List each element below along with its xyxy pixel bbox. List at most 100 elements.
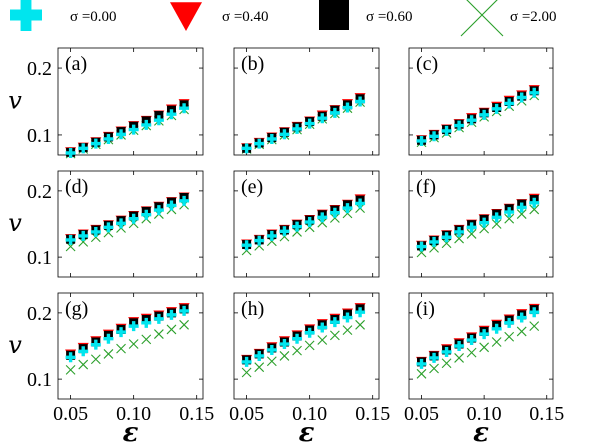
data-series [416, 321, 540, 379]
panel-frame [233, 170, 380, 278]
data-point [266, 344, 277, 355]
data-point [355, 319, 365, 330]
data-point [90, 226, 101, 237]
data-point [441, 358, 452, 369]
legend-label: σ =0.60 [366, 9, 413, 25]
data-point [153, 205, 164, 216]
data-point [491, 323, 502, 334]
panel: (i) [408, 292, 554, 400]
data-series [65, 195, 190, 245]
data-point [429, 363, 439, 374]
panel-frame [57, 170, 204, 278]
data-point [479, 223, 490, 234]
data-point [479, 329, 490, 340]
x-axis-label: ε [473, 418, 489, 446]
data-point [78, 346, 89, 357]
y-tick-label: 0.1 [27, 247, 52, 269]
data-point [90, 354, 101, 365]
legend-label: σ =0.00 [70, 9, 117, 25]
data-point [466, 335, 477, 346]
data-point [504, 207, 515, 218]
data-point [479, 342, 490, 353]
data-point [304, 118, 315, 129]
data-point [317, 113, 328, 124]
data-point [504, 331, 515, 342]
data-point [241, 143, 252, 154]
data-point [90, 339, 101, 350]
data-point [491, 103, 502, 114]
data-point [454, 120, 465, 131]
legend-entry: σ =0.40 [170, 2, 269, 31]
y-tick-label: 0.2 [27, 58, 52, 80]
data-point [529, 197, 540, 208]
data-point [317, 335, 328, 345]
data-point [529, 87, 540, 98]
x-tick-label: 0.10 [467, 403, 502, 425]
x-tick-label: 0.15 [529, 403, 564, 425]
data-series [65, 103, 190, 158]
y-tick-label: 0.2 [27, 181, 52, 203]
y-axis-label: v [8, 87, 22, 115]
data-point [65, 147, 76, 158]
x-tick-label: 0.10 [292, 403, 327, 425]
data-point [254, 138, 265, 149]
data-point [128, 213, 139, 224]
data-point [304, 340, 315, 351]
data-point [491, 219, 502, 229]
data-point [279, 129, 290, 140]
data-point [516, 326, 527, 337]
legend-marker [10, 0, 42, 31]
data-point [342, 325, 353, 335]
data-point [65, 352, 76, 363]
data-point [529, 204, 540, 215]
data-point [355, 96, 366, 107]
data-point [355, 198, 366, 209]
data-point [317, 212, 328, 223]
data-series [65, 319, 189, 375]
panel-label: (f) [416, 176, 436, 198]
legend-marker [170, 2, 202, 31]
data-point [504, 98, 515, 109]
data-point [141, 334, 152, 345]
data-point [454, 226, 465, 237]
data-point [416, 241, 427, 252]
data-point [78, 143, 89, 154]
data-point [317, 322, 328, 333]
data-point [454, 341, 465, 351]
data-point [504, 213, 515, 224]
data-point [429, 131, 440, 142]
legend-entry: σ =0.60 [319, 0, 413, 30]
data-point [479, 109, 490, 120]
data-point [166, 324, 177, 335]
y-tick-label: 0.1 [27, 369, 52, 391]
y-tick-label: 0.2 [27, 303, 52, 325]
panel: (f) [408, 170, 554, 278]
data-series [241, 307, 366, 367]
panel-frame [57, 47, 204, 156]
data-point [329, 207, 340, 218]
data-series [65, 305, 190, 363]
x-axis-label: ε [299, 418, 315, 446]
data-point [116, 129, 127, 140]
data-point [292, 221, 303, 232]
data-point [454, 353, 464, 363]
data-point [116, 327, 127, 338]
data-point [454, 233, 464, 244]
data-point [65, 364, 76, 375]
data-point [179, 103, 190, 114]
data-point [329, 213, 340, 223]
panel-label: (g) [65, 298, 88, 320]
data-point [292, 123, 303, 134]
panel-label: (c) [416, 53, 438, 75]
panel-frame [408, 292, 554, 400]
panel-frame [408, 47, 554, 156]
panel-label: (i) [416, 298, 435, 320]
data-point [65, 234, 76, 245]
x-tick-label: 0.15 [355, 403, 390, 425]
data-point [141, 209, 152, 220]
data-series [241, 96, 366, 154]
data-point [116, 343, 126, 354]
data-point [416, 368, 427, 379]
data-point [355, 307, 366, 318]
